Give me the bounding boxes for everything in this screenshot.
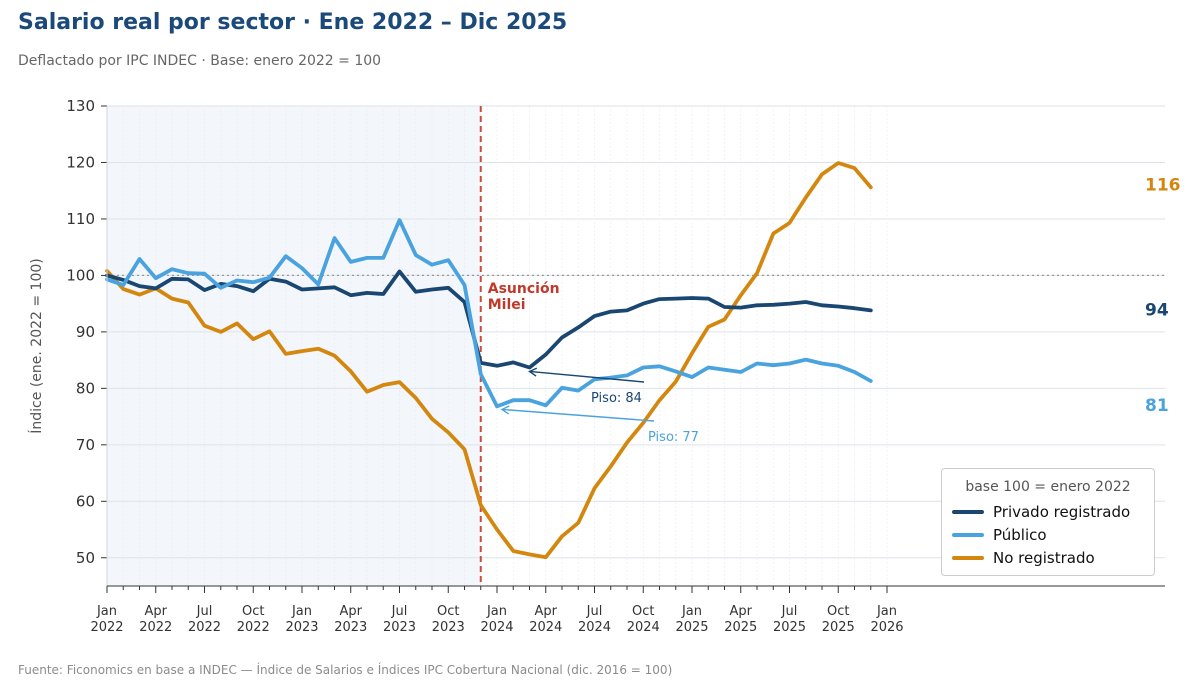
x-tick-label-year: 2025 — [724, 620, 757, 635]
x-tick-label-month: Jan — [291, 604, 312, 619]
x-tick-label-year: 2023 — [285, 620, 318, 635]
x-tick-label-month: Jan — [681, 604, 702, 619]
series-line-publico — [105, 218, 873, 409]
legend-label-publico: Público — [993, 526, 1047, 544]
x-tick-label-year: 2025 — [773, 620, 806, 635]
event-label-milei: Milei — [488, 297, 526, 313]
y-tick-label: 70 — [76, 436, 95, 454]
x-axis: Jan2022Apr2022Jul2022Oct2022Jan2023Apr20… — [90, 585, 1165, 635]
y-tick-label: 120 — [66, 153, 95, 171]
x-tick-label-month: Jan — [486, 604, 507, 619]
x-tick-label-month: Apr — [535, 604, 558, 619]
pre-milei-shaded-region — [107, 106, 481, 586]
chart-legend: base 100 = enero 2022 Privado registrado… — [941, 468, 1155, 576]
piso-publico-arrowhead — [500, 405, 510, 415]
piso-privado-arrow — [529, 370, 645, 383]
x-tick-label-year: 2026 — [870, 620, 903, 635]
x-tick-label-month: Jan — [876, 604, 897, 619]
y-axis-label: Índice (ene. 2022 = 100) — [28, 258, 45, 433]
x-tick-label-month: Oct — [437, 604, 459, 619]
x-tick-label-year: 2023 — [334, 620, 367, 635]
x-tick-label-month: Oct — [632, 604, 654, 619]
x-tick-label-month: Oct — [242, 604, 264, 619]
legend-item-privado: Privado registrado — [952, 501, 1130, 523]
y-tick-label: 60 — [76, 492, 95, 510]
x-tick-label-month: Jul — [781, 604, 798, 619]
x-tick-label-month: Apr — [730, 604, 753, 619]
y-tick-label: 90 — [76, 323, 95, 341]
y-tick-label: 130 — [66, 97, 95, 115]
series-line-privado — [105, 269, 873, 370]
y-tick-label: 80 — [76, 379, 95, 397]
chart-title: Salario real por sector · Ene 2022 – Dic… — [18, 10, 568, 35]
x-tick-label-year: 2024 — [578, 620, 611, 635]
y-tick-label: 50 — [76, 549, 95, 567]
x-tick-label-month: Jan — [96, 604, 117, 619]
x-tick-label-year: 2025 — [822, 620, 855, 635]
legend-swatch-no-registrado — [952, 556, 984, 560]
x-tick-label-year: 2024 — [480, 620, 513, 635]
series-line-no-registrado — [105, 161, 873, 560]
piso-publico-arrow — [501, 408, 655, 422]
legend-item-no-registrado: No registrado — [952, 547, 1095, 569]
x-tick-label-month: Jul — [586, 604, 603, 619]
piso-publico-label: Piso: 77 — [648, 430, 699, 445]
legend-label-privado: Privado registrado — [993, 503, 1131, 521]
x-tick-label-month: Apr — [340, 604, 363, 619]
piso-privado-label: Piso: 84 — [591, 391, 642, 406]
x-tick-label-year: 2022 — [188, 620, 221, 635]
x-tick-label-month: Apr — [145, 604, 168, 619]
x-tick-label-year: 2025 — [675, 620, 708, 635]
x-tick-label-year: 2024 — [627, 620, 660, 635]
series-lines — [105, 161, 873, 560]
x-tick-label-year: 2023 — [383, 620, 416, 635]
legend-title: base 100 = enero 2022 — [965, 479, 1131, 495]
x-tick-label-month: Jul — [196, 604, 213, 619]
end-label-publico: 81 — [1145, 396, 1169, 416]
y-tick-label: 100 — [66, 266, 95, 284]
chart-source: Fuente: Ficonomics en base a INDEC — Índ… — [18, 663, 673, 677]
end-label-no-registrado: 116 — [1145, 175, 1181, 195]
piso-privado-arrowhead — [528, 367, 538, 377]
x-tick-label-month: Jul — [391, 604, 408, 619]
event-label-asuncion: Asunción — [488, 281, 560, 297]
x-tick-label-year: 2024 — [529, 620, 562, 635]
x-tick-label-year: 2022 — [90, 620, 123, 635]
x-tick-label-year: 2023 — [432, 620, 465, 635]
y-axis: 50 60 70 80 90 100 110 120 130 — [66, 97, 108, 586]
y-tick-label: 110 — [66, 210, 95, 228]
x-tick-label-year: 2022 — [139, 620, 172, 635]
legend-swatch-publico — [952, 533, 984, 537]
x-tick-label-month: Oct — [827, 604, 849, 619]
legend-label-no-registrado: No registrado — [993, 549, 1095, 567]
legend-swatch-privado — [952, 510, 984, 514]
chart-subtitle: Deflactado por IPC INDEC · Base: enero 2… — [18, 53, 382, 69]
end-label-privado: 94 — [1145, 300, 1169, 320]
legend-item-publico: Público — [952, 524, 1047, 546]
x-tick-label-year: 2022 — [237, 620, 270, 635]
